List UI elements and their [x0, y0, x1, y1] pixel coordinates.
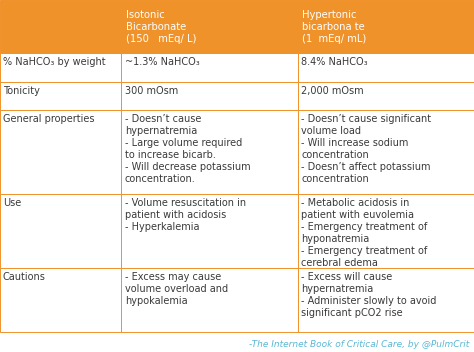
Bar	[121, 194, 298, 268]
Bar	[298, 53, 474, 82]
Text: 2,000 mOsm: 2,000 mOsm	[301, 86, 364, 96]
Bar	[121, 268, 298, 332]
Bar	[298, 110, 474, 194]
Bar	[298, 194, 474, 268]
Bar	[121, 82, 298, 110]
Text: ~1.3% NaHCO₃: ~1.3% NaHCO₃	[125, 57, 200, 67]
Bar	[298, 268, 474, 332]
Text: Use: Use	[3, 198, 21, 208]
Bar	[298, 0, 474, 53]
Text: -The Internet Book of Critical Care, by @PulmCrit: -The Internet Book of Critical Care, by …	[249, 340, 469, 349]
Text: - Excess will cause
hypernatremia
- Administer slowly to avoid
significant pCO2 : - Excess will cause hypernatremia - Admi…	[301, 272, 437, 318]
Text: Cautions: Cautions	[3, 272, 46, 282]
Text: Tonicity: Tonicity	[3, 86, 40, 96]
Bar	[0, 82, 121, 110]
Bar	[0, 268, 121, 332]
Bar	[121, 53, 298, 82]
Bar	[0, 110, 121, 194]
Text: % NaHCO₃ by weight: % NaHCO₃ by weight	[3, 57, 106, 67]
Bar	[0, 53, 121, 82]
Bar	[0, 194, 121, 268]
Text: 300 mOsm: 300 mOsm	[125, 86, 178, 96]
Text: General properties: General properties	[3, 114, 94, 124]
Text: Hypertonic
bicarbona te
(1  mEq/ mL): Hypertonic bicarbona te (1 mEq/ mL)	[302, 10, 367, 44]
Text: - Metabolic acidosis in
patient with euvolemia
- Emergency treatment of
hyponatr: - Metabolic acidosis in patient with euv…	[301, 198, 428, 268]
Bar	[298, 82, 474, 110]
Text: 8.4% NaHCO₃: 8.4% NaHCO₃	[301, 57, 368, 67]
Bar	[121, 0, 298, 53]
Text: - Doesn’t cause
hypernatremia
- Large volume required
to increase bicarb.
- Will: - Doesn’t cause hypernatremia - Large vo…	[125, 114, 250, 184]
Text: - Doesn’t cause significant
volume load
- Will increase sodium
concentration
- D: - Doesn’t cause significant volume load …	[301, 114, 432, 184]
Text: Isotonic
Bicarbonate
(150   mEq/ L): Isotonic Bicarbonate (150 mEq/ L)	[126, 10, 196, 44]
Bar	[121, 110, 298, 194]
Bar	[0, 0, 121, 53]
Text: - Excess may cause
volume overload and
hypokalemia: - Excess may cause volume overload and h…	[125, 272, 228, 306]
Text: - Volume resuscitation in
patient with acidosis
- Hyperkalemia: - Volume resuscitation in patient with a…	[125, 198, 246, 232]
